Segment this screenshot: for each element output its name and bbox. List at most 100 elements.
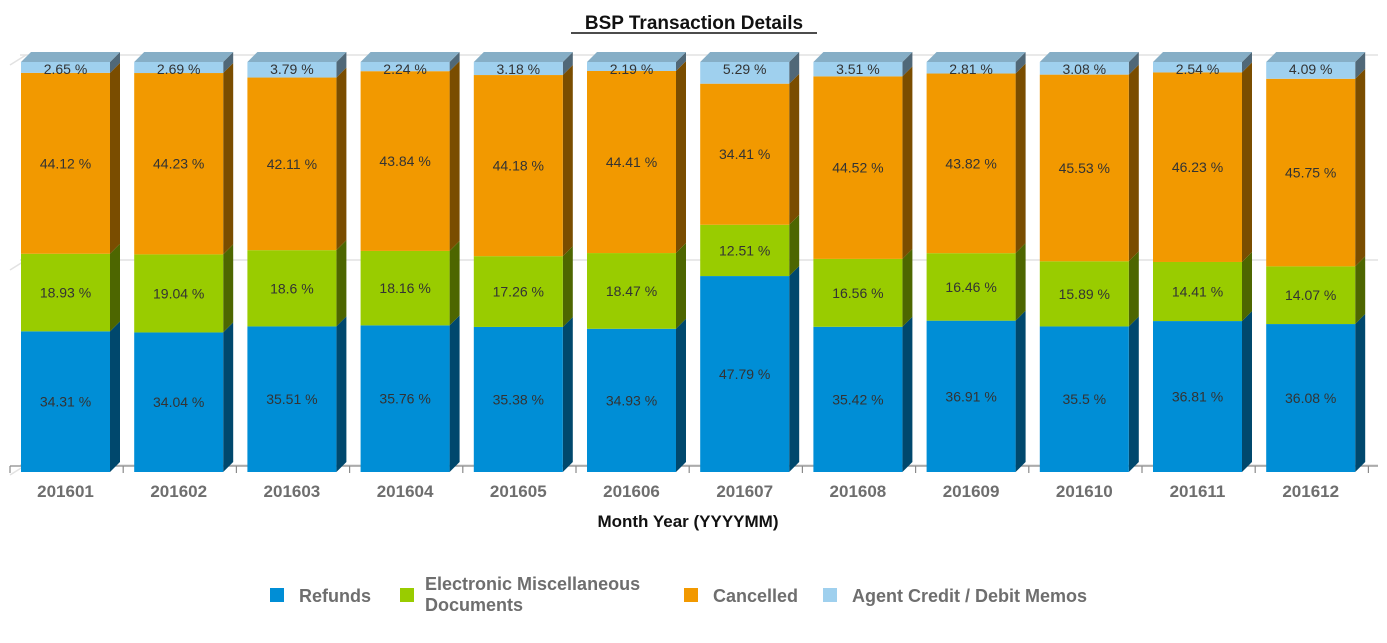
bar-side-0	[110, 321, 120, 472]
bar-side-3	[336, 52, 347, 78]
bar-side-3	[1355, 52, 1366, 79]
bar-side-0	[1355, 314, 1366, 472]
x-tick-labels: 201601 201602 201603 201604 201605 201606 2016…	[37, 482, 1339, 501]
data-label: 3.18 %	[497, 61, 541, 77]
data-label: 44.12 %	[40, 155, 91, 171]
legend-label: Refunds	[299, 586, 371, 606]
bar-201603	[247, 52, 347, 472]
data-label: 35.51 %	[266, 391, 317, 407]
bar-side-2	[1242, 62, 1252, 262]
bar-side-2	[902, 66, 913, 259]
bar-segment	[813, 76, 903, 259]
bar-side-0	[449, 315, 460, 472]
bar-side-0	[1015, 310, 1026, 472]
legend-label: Documents	[425, 595, 523, 615]
bar-segment	[926, 320, 1016, 472]
x-tick-label: 201609	[943, 482, 1000, 501]
bar-segment	[926, 62, 1016, 74]
data-label: 42.11 %	[267, 156, 317, 172]
bar-segment	[360, 250, 450, 326]
bar-side-3	[562, 52, 573, 76]
legend-label: Cancelled	[713, 586, 798, 606]
bar-segment	[21, 331, 110, 472]
bar-segment	[1039, 261, 1129, 327]
legend: Refunds Electronic MiscellaneousDocuments…	[270, 574, 1087, 615]
data-label: 35.38 %	[493, 391, 544, 407]
bars	[21, 52, 1366, 472]
data-label: 12.51 %	[719, 242, 770, 258]
bar-top	[700, 52, 800, 62]
bar-top	[1153, 52, 1252, 62]
x-tick-label: 201601	[37, 482, 94, 501]
bar-side-0	[562, 316, 573, 472]
bar-segment	[1153, 321, 1242, 472]
x-tick-label: 201605	[490, 482, 547, 501]
bar-segment	[21, 72, 110, 254]
data-label: 14.41 %	[1172, 284, 1223, 300]
bar-201608	[813, 52, 913, 472]
bar-side-0	[789, 266, 800, 472]
x-axis	[9, 465, 1378, 473]
data-label: 18.93 %	[40, 285, 91, 301]
gridlines	[9, 54, 1378, 476]
bar-side-1	[1015, 243, 1026, 321]
bar-201611	[1153, 52, 1252, 472]
bar-top	[1039, 52, 1139, 62]
x-tick-label: 201612	[1282, 482, 1339, 501]
data-label: 2.24 %	[383, 61, 427, 77]
bar-side-0	[336, 316, 347, 472]
bar-segment	[1153, 72, 1242, 262]
data-label: 2.54 %	[1176, 61, 1220, 77]
bar-side-1	[676, 243, 686, 329]
data-label: 3.51 %	[836, 61, 880, 77]
x-tick-label: 201611	[1170, 482, 1226, 501]
bar-top	[473, 52, 573, 62]
bar-side-3	[223, 52, 234, 74]
bar-side-0	[676, 318, 686, 472]
bar-segment	[473, 256, 563, 327]
data-label: 3.08 %	[1063, 61, 1107, 77]
bar-side-3	[449, 52, 460, 72]
bar-side-1	[1128, 251, 1139, 327]
bar-segment	[1153, 261, 1242, 322]
data-label: 45.53 %	[1059, 160, 1110, 176]
legend-label: Agent Credit / Debit Memos	[852, 586, 1087, 606]
bar-segment	[247, 250, 337, 327]
bar-segment	[813, 62, 903, 77]
legend-swatch	[400, 588, 414, 602]
legend-item[interactable]: Cancelled	[684, 586, 798, 606]
data-label: 34.31 %	[40, 394, 91, 410]
bar-201605	[473, 52, 573, 472]
bar-segment	[247, 77, 337, 251]
x-axis-label: Month Year (YYYYMM)	[597, 512, 778, 531]
bar-side-0	[902, 316, 913, 472]
bar-segment	[247, 62, 337, 78]
gridline-depth	[9, 54, 27, 66]
bar-side-2	[676, 60, 686, 254]
x-tick-label: 201607	[716, 482, 773, 501]
data-label: 45.75 %	[1285, 165, 1336, 181]
bar-segment	[587, 328, 676, 472]
bar-side-2	[1015, 63, 1026, 254]
legend-item[interactable]: Agent Credit / Debit Memos	[823, 586, 1087, 606]
legend-item[interactable]: Refunds	[270, 586, 371, 606]
bar-side-2	[449, 61, 460, 251]
bar-201604	[360, 52, 460, 472]
data-label: 44.18 %	[493, 158, 544, 174]
bar-segment	[700, 83, 790, 225]
bar-side-3	[1015, 52, 1026, 74]
data-label: 17.26 %	[493, 284, 544, 300]
bar-segment	[21, 62, 110, 73]
bar-segment	[360, 71, 450, 251]
bar-top	[1266, 52, 1366, 62]
data-label: 35.76 %	[379, 391, 430, 407]
data-label: 44.52 %	[832, 160, 883, 176]
bar-segment	[813, 326, 903, 472]
bar-side-3	[110, 52, 120, 73]
bar-201612	[1266, 52, 1366, 472]
x-tick-label: 201606	[603, 482, 660, 501]
x-tick-label: 201604	[377, 482, 434, 501]
bar-side-1	[1355, 256, 1366, 325]
